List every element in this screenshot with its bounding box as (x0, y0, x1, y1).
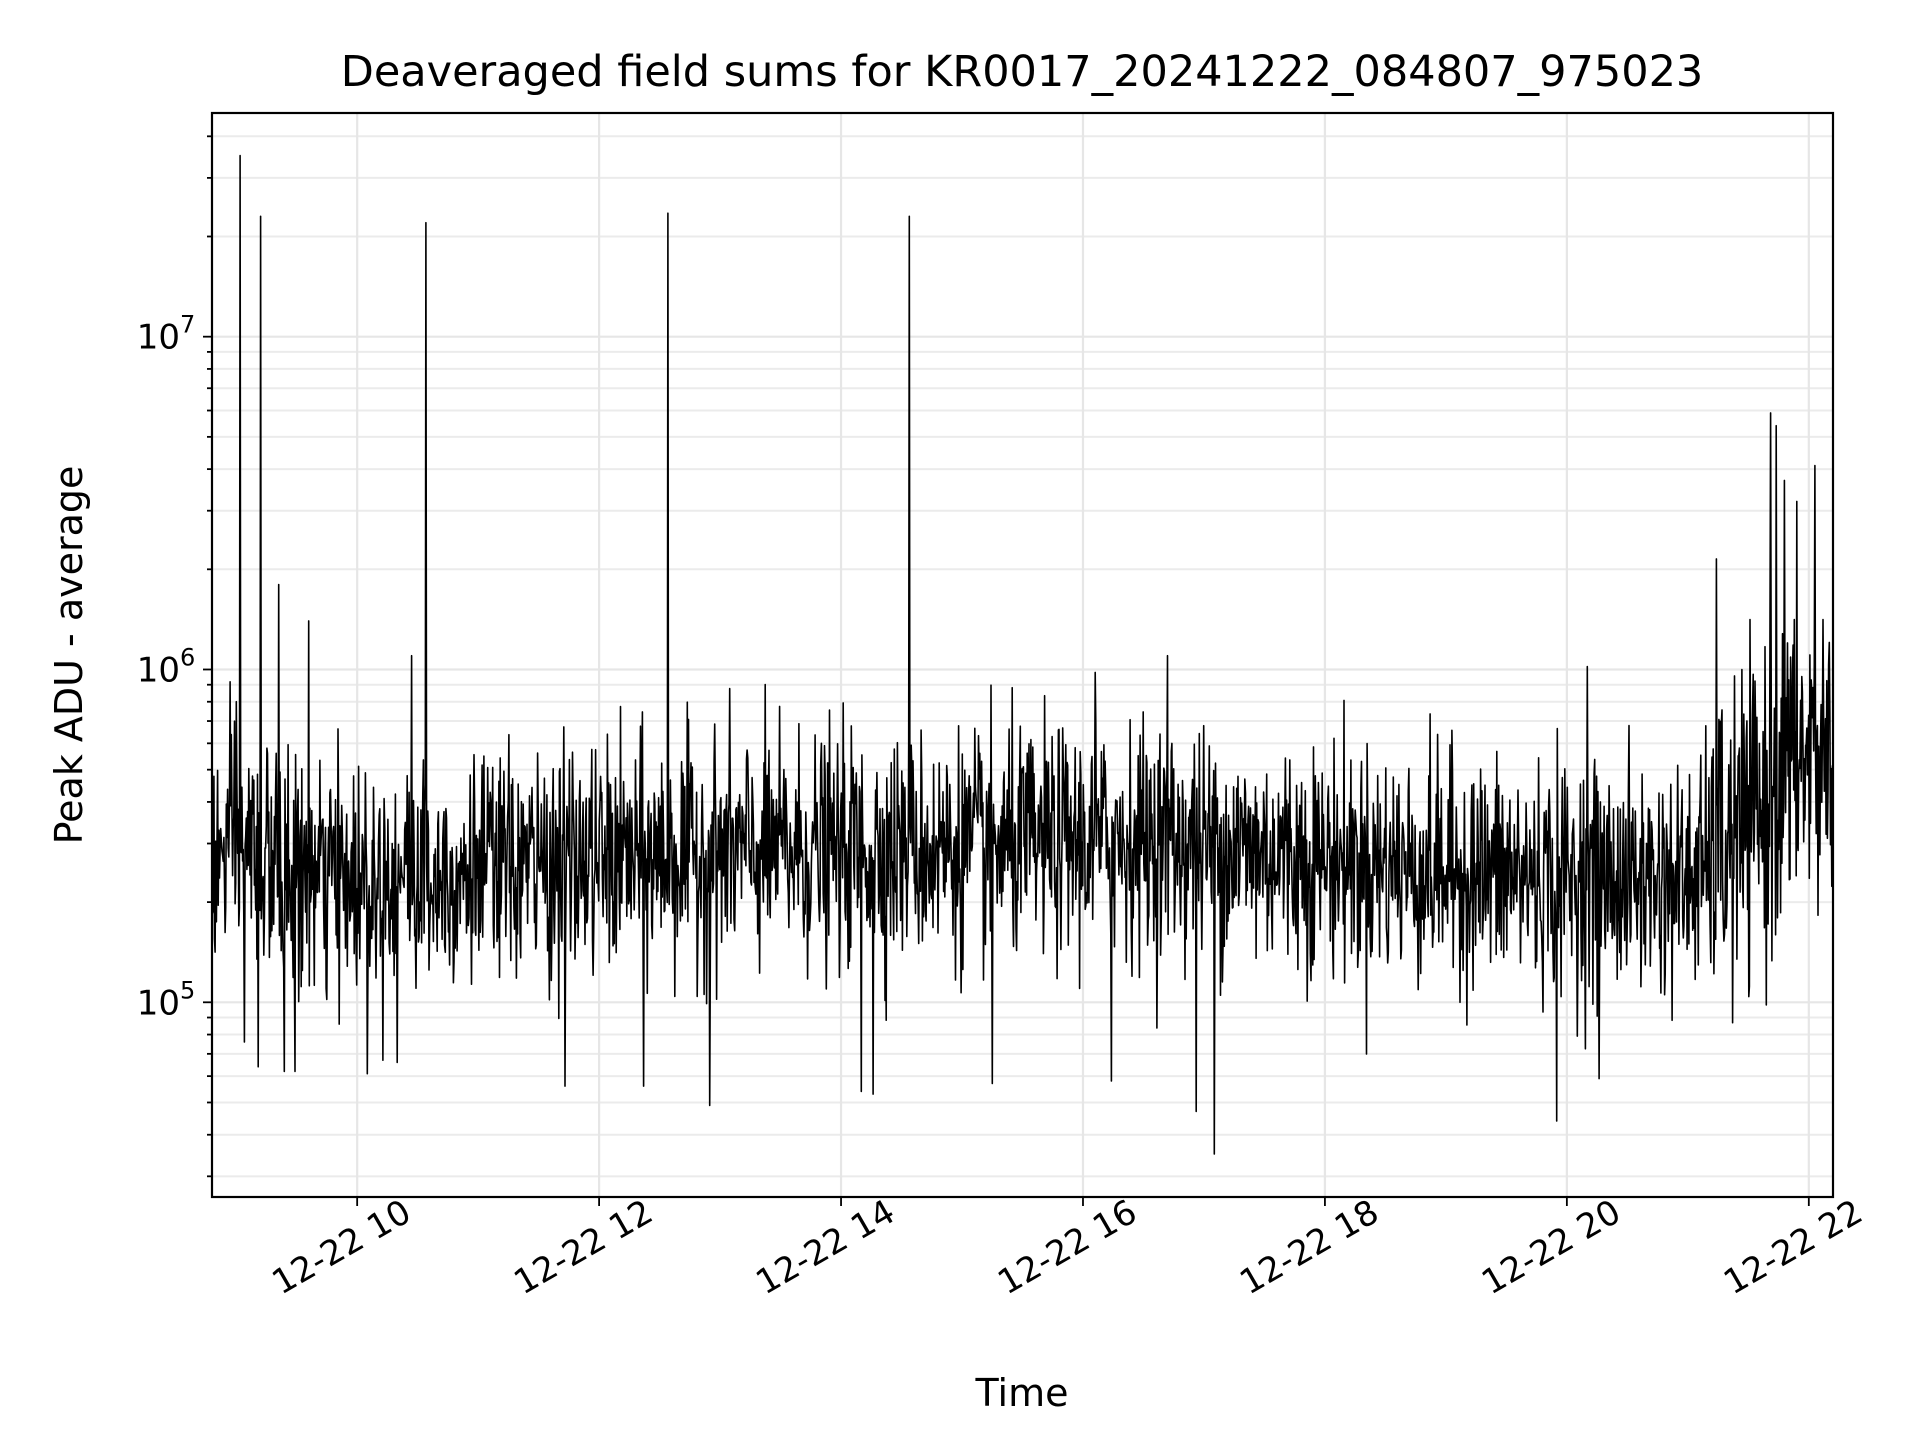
x-tick-label: 12-22 14 (749, 1192, 901, 1303)
plot-frame (210, 111, 1835, 1199)
x-axis-label: Time (975, 1371, 1069, 1415)
x-tick-label: 12-22 22 (1717, 1192, 1869, 1303)
grid (212, 113, 1833, 1197)
y-tick-label: 106 (137, 643, 196, 690)
chart-title: Deaveraged field sums for KR0017_2024122… (341, 47, 1704, 97)
axis-ticks (203, 135, 1810, 1206)
x-tick-labels: 12-22 10 12-22 12 12-22 14 12-22 16 12-22 18… (265, 1192, 1869, 1303)
y-tick-label: 107 (137, 311, 196, 358)
y-axis-label: Peak ADU - average (47, 466, 91, 845)
x-tick-label: 12-22 10 (265, 1192, 417, 1303)
x-tick-label: 12-22 12 (507, 1192, 659, 1303)
x-tick-label: 12-22 20 (1475, 1192, 1627, 1303)
x-tick-label: 12-22 16 (991, 1192, 1143, 1303)
series-line (211, 154, 1834, 1155)
x-tick-label: 12-22 18 (1233, 1192, 1385, 1303)
y-tick-labels: 105 106 107 (137, 311, 196, 1024)
y-tick-label: 105 (137, 976, 196, 1023)
